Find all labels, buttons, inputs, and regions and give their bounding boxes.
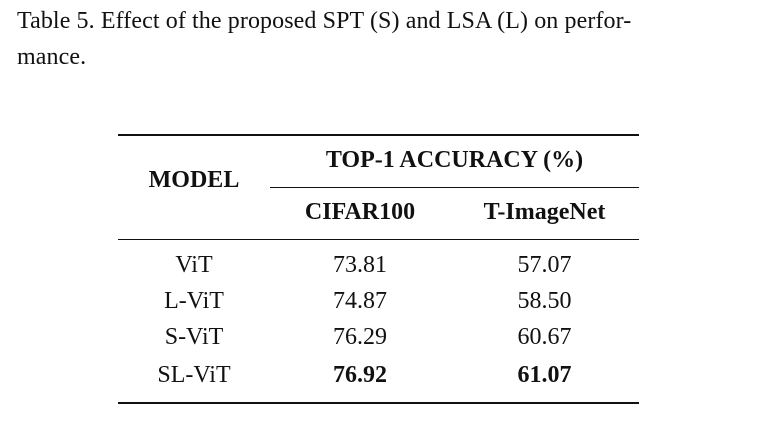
cifar100-value-cell: 76.29: [333, 324, 387, 350]
cifar100-value-cell: 76.92: [333, 362, 387, 388]
cifar100-value-cell: 73.81: [333, 252, 387, 278]
table-bottom-rule: [118, 402, 639, 404]
caption-line-2: mance.: [17, 44, 87, 70]
timagenet-value-cell: 61.07: [517, 362, 572, 388]
timagenet-value-cell: 58.50: [517, 288, 572, 314]
accuracy-group-header: TOP-1 ACCURACY (%): [325, 147, 584, 173]
caption-line-1: Table 5. Effect of the proposed SPT (S) …: [17, 8, 632, 34]
timagenet-value-cell: 57.07: [517, 252, 572, 278]
model-name-cell: S-ViT: [164, 324, 224, 350]
model-name-cell: SL-ViT: [157, 362, 231, 388]
cifar100-column-header: CIFAR100: [304, 199, 416, 225]
model-name-cell: ViT: [175, 252, 213, 278]
table-top-rule: [118, 134, 639, 136]
model-column-header: MODEL: [148, 167, 240, 193]
group-header-rule: [270, 187, 639, 188]
table-caption: Table 5. Effect of the proposed SPT (S) …: [17, 3, 747, 75]
model-name-cell: L-ViT: [164, 288, 224, 314]
cifar100-value-cell: 74.87: [333, 288, 387, 314]
timagenet-column-header: T-ImageNet: [483, 199, 606, 225]
timagenet-value-cell: 60.67: [517, 324, 572, 350]
header-bottom-rule: [118, 239, 639, 240]
